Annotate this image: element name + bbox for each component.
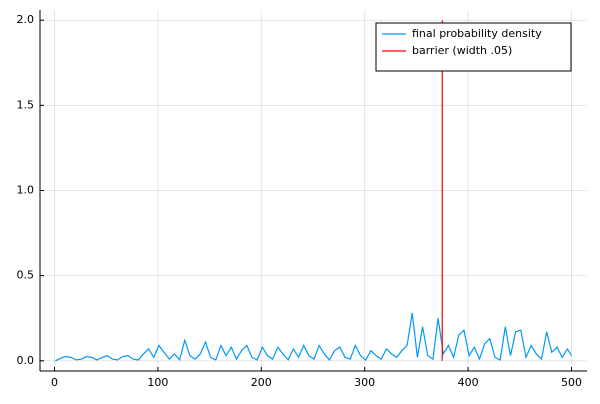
legend: final probability density barrier (width …	[375, 22, 572, 72]
y-tick-label: 1.5	[17, 98, 35, 111]
x-tick-label: 400	[458, 376, 479, 389]
x-tick-label: 200	[251, 376, 272, 389]
x-tick-label: 0	[51, 376, 58, 389]
y-tick-label: 1.0	[17, 184, 35, 197]
y-tick-label: 2.0	[17, 13, 35, 26]
y-tick-label: 0.5	[17, 269, 35, 282]
legend-box	[375, 22, 572, 72]
x-tick-label: 300	[354, 376, 375, 389]
legend-label: barrier (width .05)	[412, 44, 512, 57]
legend-label: final probability density	[412, 27, 542, 40]
y-tick-label: 0.0	[17, 354, 35, 367]
x-tick-label: 500	[561, 376, 582, 389]
x-tick-label: 100	[147, 376, 168, 389]
series-line	[55, 313, 573, 362]
